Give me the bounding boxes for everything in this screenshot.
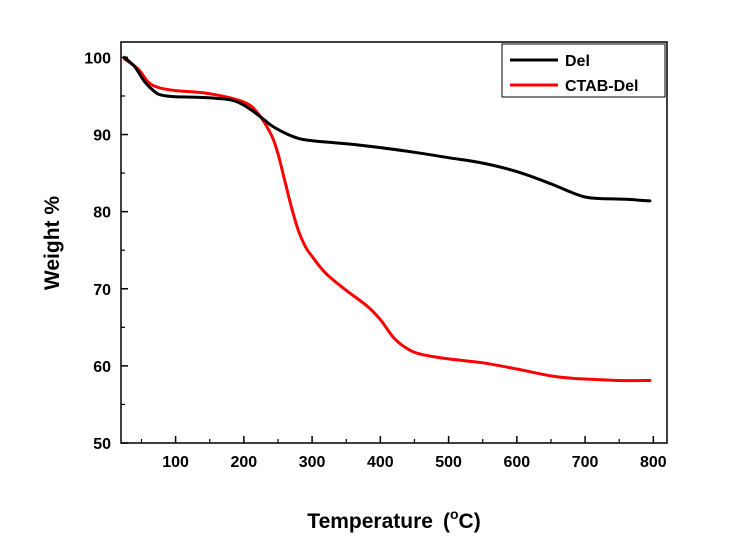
x-tick-label: 200	[230, 454, 257, 471]
x-tick-label: 800	[640, 454, 667, 471]
y-tick-label: 90	[93, 128, 111, 145]
x-axis-ticks: 100 200 300 400 500 600 700 800	[140, 436, 667, 471]
y-tick-label: 100	[84, 50, 111, 67]
legend: Del CTAB-Del	[501, 43, 666, 98]
x-axis-title: Temperature (oC)	[307, 506, 480, 533]
y-tick-label: 50	[93, 436, 111, 453]
x-tick-label: 300	[299, 454, 326, 471]
x-tick-label: 600	[503, 454, 530, 471]
series-lines	[122, 55, 652, 383]
y-axis-title: Weight %	[41, 196, 64, 290]
y-axis-ticks: 50 60 70 80 90 100	[84, 50, 128, 453]
x-tick-label: 100	[162, 454, 189, 471]
legend-label-ctab-del: CTAB-Del	[565, 78, 638, 95]
y-tick-label: 80	[93, 205, 111, 222]
legend-label-del: Del	[565, 53, 590, 70]
legend-box	[501, 43, 666, 98]
plot-frame	[120, 41, 668, 444]
x-tick-label: 400	[367, 454, 394, 471]
y-tick-label: 60	[93, 359, 111, 376]
x-tick-label: 700	[572, 454, 599, 471]
x-tick-label: 500	[435, 454, 462, 471]
series-line-del	[122, 55, 652, 203]
series-line-ctab-del	[122, 57, 652, 383]
y-tick-label: 70	[93, 282, 111, 299]
